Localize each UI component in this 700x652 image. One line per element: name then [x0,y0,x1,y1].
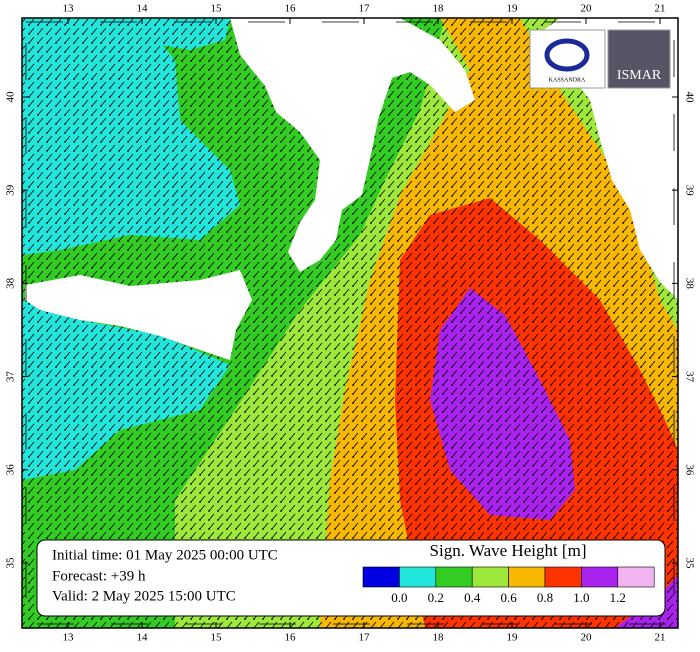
map-frame [21,17,679,629]
forecast: Forecast: +39 h [52,568,146,584]
wave-field [22,18,678,628]
lon-label: 18 [433,3,445,15]
legend-label: 0.6 [500,590,517,605]
valid-time: Valid: 2 May 2025 15:00 UTC [52,588,236,604]
legend-label: 0.4 [464,590,481,605]
lon-label: 16 [285,3,297,15]
legend-swatch [362,566,400,588]
lat-label: 40 [5,91,17,103]
logo-right [607,29,671,89]
lon-label: 19 [507,3,519,15]
lat-label: 36 [683,464,695,476]
initial-time: Initial time: 01 May 2025 00:00 UTC [52,547,278,563]
legend-swatch [581,566,619,588]
legend-label: 0.8 [537,590,553,605]
lon-label: 15 [211,632,223,644]
map-frame-checker [25,21,675,625]
lon-label: 16 [285,632,297,644]
lon-label: 17 [359,632,371,644]
legend-swatch [544,566,582,588]
legend-swatch [399,566,437,588]
lat-label: 38 [683,278,695,290]
lon-label: 15 [211,3,223,15]
lon-label: 13 [63,632,75,644]
legend-swatch [471,566,509,588]
lat-label: 37 [683,371,695,383]
land [25,270,252,360]
graticule: 13 13 14 14 15 15 16 16 17 17 18 18 19 19 20 20 21 21 35 35… [5,3,696,644]
lat-label: 39 [5,184,17,196]
legend-swatch [617,566,655,588]
legend-label: 1.0 [573,590,589,605]
lon-label: 18 [433,632,445,644]
lon-label: 21 [655,3,666,15]
lon-label: 14 [137,3,149,15]
lon-label: 13 [63,3,75,15]
logo-mark [544,38,590,72]
lon-label: 20 [581,3,593,15]
lat-label: 35 [5,557,17,569]
legend-label: 0.2 [428,590,444,605]
lon-label: 14 [137,632,149,644]
lat-label: 37 [5,371,17,383]
lon-label: 21 [655,632,666,644]
lon-label: 19 [507,632,519,644]
lat-label: 38 [5,277,17,289]
logo-text: ISMAR [617,68,662,83]
lat-label: 40 [683,92,695,104]
legend-title: Sign. Wave Height [m] [430,541,587,560]
legend-swatch [508,566,546,588]
legend-swatch [435,566,473,588]
legend-label: 0.0 [391,590,407,605]
lat-label: 39 [683,185,695,197]
land [230,18,475,272]
info-box [36,539,666,617]
lon-label: 20 [581,632,593,644]
lat-label: 36 [5,464,17,476]
lat-label: 35 [683,558,695,570]
legend: 0.0 0.2 0.4 0.6 0.8 1.0 1.2 [362,566,655,605]
legend-label: 1.2 [610,590,626,605]
lon-label: 17 [359,3,371,15]
logo-text: KASSANDRA [549,77,586,83]
